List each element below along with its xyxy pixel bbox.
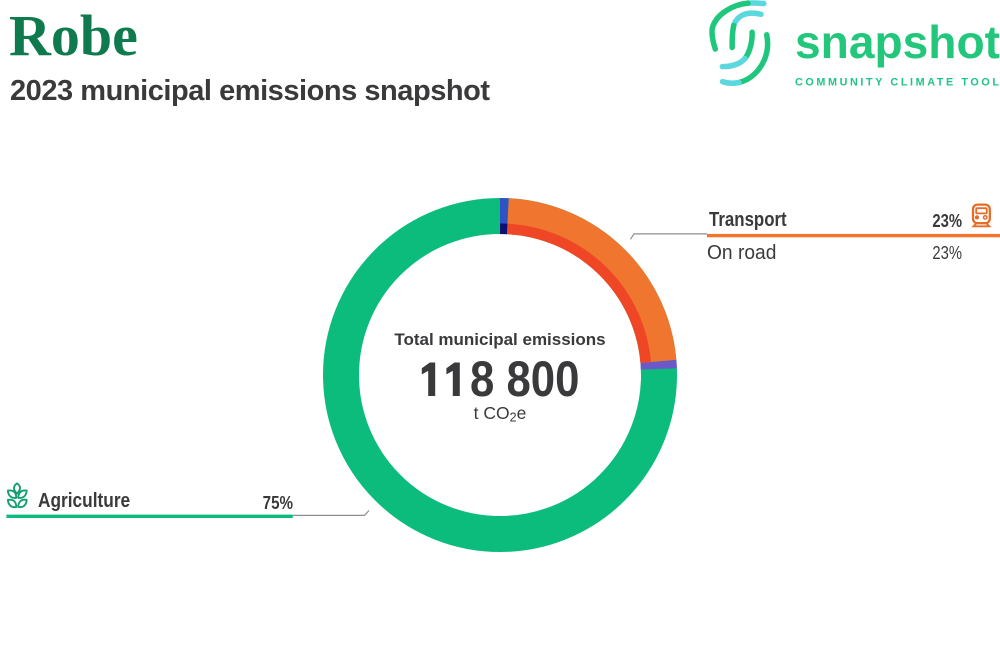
svg-text:snapshot: snapshot (795, 16, 1000, 68)
svg-text:8 800: 8 800 (470, 351, 579, 407)
svg-text:COMMUNITY CLIMATE TOOL: COMMUNITY CLIMATE TOOL (795, 76, 999, 88)
